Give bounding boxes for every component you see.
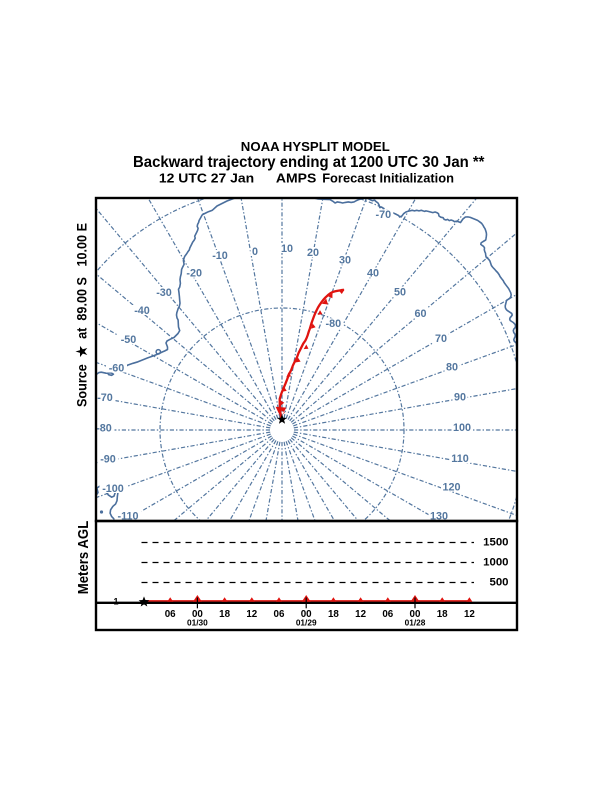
svg-text:12 UTC 27 Jan: 12 UTC 27 Jan xyxy=(159,171,254,186)
svg-text:1500: 1500 xyxy=(483,537,508,549)
svg-text:-80: -80 xyxy=(96,422,112,434)
svg-text:80: 80 xyxy=(446,361,458,373)
svg-text:-70: -70 xyxy=(97,392,113,404)
svg-text:90: 90 xyxy=(454,391,466,403)
svg-text:18: 18 xyxy=(219,609,230,620)
svg-text:-10: -10 xyxy=(212,250,228,262)
svg-text:-100: -100 xyxy=(102,483,124,495)
svg-text:-90: -90 xyxy=(100,453,116,465)
svg-text:-70: -70 xyxy=(375,209,391,221)
svg-text:-60: -60 xyxy=(109,362,125,374)
svg-text:70: 70 xyxy=(435,333,447,345)
svg-text:12: 12 xyxy=(355,609,366,620)
svg-text:500: 500 xyxy=(489,577,508,589)
svg-text:00: 00 xyxy=(301,609,312,620)
svg-text:NOAA HYSPLIT MODEL: NOAA HYSPLIT MODEL xyxy=(241,139,390,154)
svg-text:-110: -110 xyxy=(117,510,138,522)
svg-text:1000: 1000 xyxy=(483,557,508,569)
svg-text:120: 120 xyxy=(442,481,460,493)
svg-text:10: 10 xyxy=(281,243,293,255)
svg-text:110: 110 xyxy=(451,453,468,465)
svg-text:0: 0 xyxy=(252,246,258,258)
svg-text:Forecast Initialization: Forecast Initialization xyxy=(322,171,454,186)
svg-text:06: 06 xyxy=(274,609,285,620)
svg-text:Source ★ at 89.00 S 10.00: Source ★ at 89.00 S 10.00 E xyxy=(74,223,90,407)
svg-text:40: 40 xyxy=(367,267,379,279)
svg-text:100: 100 xyxy=(453,422,471,434)
svg-text:18: 18 xyxy=(328,609,339,620)
svg-text:Meters AGL: Meters AGL xyxy=(76,521,92,595)
svg-text:00: 00 xyxy=(192,609,203,620)
svg-text:00: 00 xyxy=(410,609,421,620)
svg-text:01/30: 01/30 xyxy=(187,617,208,627)
svg-text:01/29: 01/29 xyxy=(296,617,317,627)
svg-text:AMPS: AMPS xyxy=(276,171,317,186)
svg-text:-80: -80 xyxy=(325,318,341,330)
svg-text:12: 12 xyxy=(246,609,257,620)
svg-text:-50: -50 xyxy=(121,334,137,346)
svg-text:130: 130 xyxy=(430,510,448,522)
svg-text:06: 06 xyxy=(382,609,393,620)
svg-text:60: 60 xyxy=(414,308,426,320)
svg-text:18: 18 xyxy=(437,609,448,620)
svg-text:-40: -40 xyxy=(134,305,150,317)
svg-text:1: 1 xyxy=(113,597,118,607)
svg-text:-20: -20 xyxy=(186,268,202,280)
svg-text:30: 30 xyxy=(339,254,351,266)
svg-text:20: 20 xyxy=(307,247,319,259)
svg-text:12: 12 xyxy=(464,609,475,620)
svg-text:06: 06 xyxy=(165,609,176,620)
svg-text:50: 50 xyxy=(394,286,406,298)
svg-text:01/28: 01/28 xyxy=(405,617,426,627)
svg-text:Backward trajectory ending at: Backward trajectory ending at 1200 UTC 3… xyxy=(133,154,485,171)
svg-text:-30: -30 xyxy=(156,287,172,299)
